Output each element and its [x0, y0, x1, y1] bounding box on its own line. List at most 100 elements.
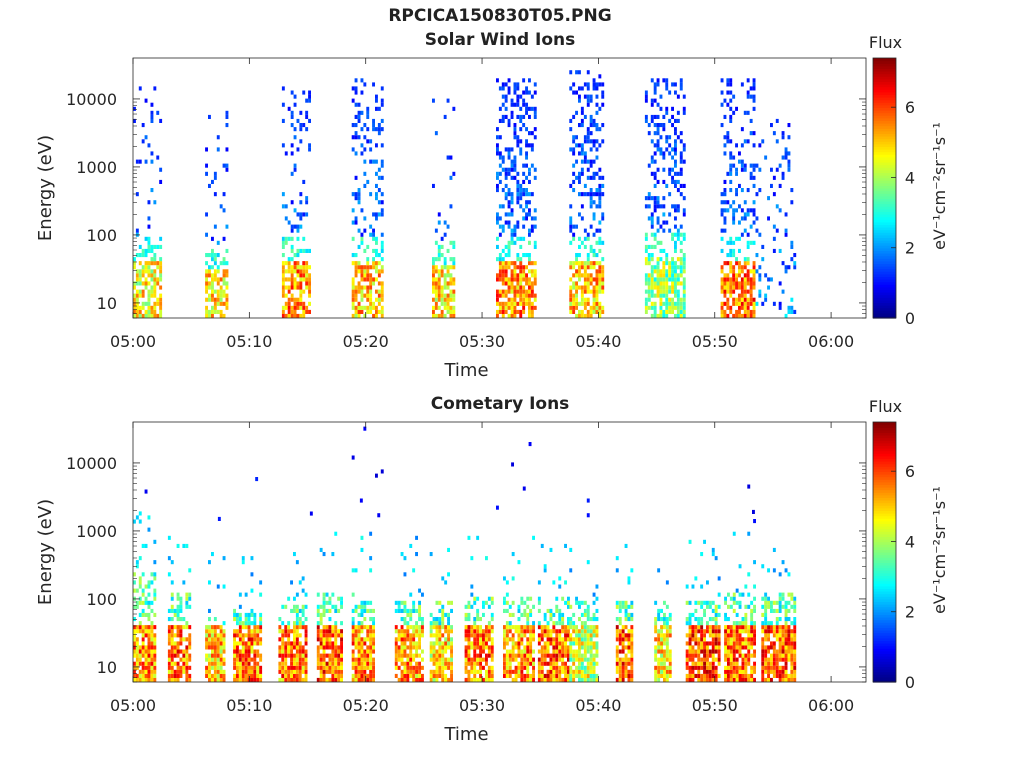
heatmap-cell: [360, 621, 364, 626]
heatmap-cell: [598, 196, 602, 201]
heatmap-cell: [523, 665, 527, 670]
heatmap-cell: [498, 261, 502, 266]
heatmap-cell: [153, 592, 157, 597]
heatmap-cell: [558, 657, 562, 662]
heatmap-cell: [219, 629, 223, 634]
heatmap-cell: [575, 159, 578, 164]
heatmap-cell: [449, 309, 453, 314]
heatmap-cell: [222, 257, 226, 262]
colorbar-segment: [873, 292, 896, 296]
heatmap-cell: [740, 297, 744, 302]
heatmap-cell: [572, 612, 576, 617]
heatmap-cell: [238, 625, 242, 630]
heatmap-cell: [144, 665, 148, 670]
heatmap-cell: [496, 175, 499, 180]
heatmap-cell: [372, 657, 375, 662]
colorbar-tick-label: 2: [905, 239, 915, 258]
heatmap-cell: [575, 657, 578, 662]
heatmap-cell: [569, 673, 573, 678]
heatmap-cell: [375, 297, 378, 302]
heatmap-cell: [319, 621, 323, 626]
heatmap-cell: [772, 301, 776, 306]
heatmap-cell: [432, 669, 436, 674]
heatmap-cell: [510, 236, 514, 241]
heatmap-cell: [363, 653, 367, 658]
heatmap-cell: [397, 604, 401, 609]
heatmap-cell: [761, 669, 765, 674]
heatmap-cell: [749, 277, 753, 282]
heatmap-cell: [729, 106, 733, 111]
heatmap-cell: [437, 285, 441, 290]
heatmap-cell: [741, 653, 745, 658]
heatmap-cell: [543, 649, 547, 654]
heatmap-cell: [150, 669, 154, 674]
heatmap-cell: [211, 248, 214, 253]
heatmap-cell: [671, 277, 674, 282]
heatmap-cell: [530, 273, 534, 278]
heatmap-cell: [586, 175, 590, 180]
heatmap-cell: [761, 673, 765, 678]
heatmap-cell: [598, 240, 602, 245]
heatmap-cell: [467, 677, 471, 682]
heatmap-cell: [750, 673, 754, 678]
heatmap-cell: [682, 281, 686, 286]
heatmap-cell: [511, 625, 515, 630]
heatmap-cell: [295, 641, 299, 646]
heatmap-cell: [144, 135, 148, 140]
heatmap-cell: [513, 155, 517, 160]
heatmap-cell: [650, 277, 654, 282]
heatmap-cell: [615, 604, 619, 609]
heatmap-cell: [583, 269, 587, 274]
heatmap-cell: [498, 309, 502, 314]
heatmap-cell: [437, 273, 441, 278]
heatmap-cell: [647, 216, 651, 221]
heatmap-cell: [663, 669, 666, 674]
heatmap-cell: [501, 118, 505, 123]
heatmap-cell: [746, 139, 750, 144]
heatmap-cell: [510, 212, 514, 217]
heatmap-cell: [135, 515, 139, 520]
heatmap-cell: [561, 629, 565, 634]
heatmap-cell: [528, 301, 531, 306]
heatmap-cell: [357, 305, 361, 310]
heatmap-cell: [516, 179, 520, 184]
heatmap-cell: [302, 236, 306, 241]
heatmap-cell: [375, 269, 378, 274]
heatmap-cell: [543, 568, 547, 573]
heatmap-cell: [676, 289, 680, 294]
heatmap-cell: [528, 305, 531, 310]
heatmap-cell: [147, 200, 151, 205]
heatmap-cell: [208, 657, 211, 662]
heatmap-cell: [369, 224, 373, 229]
x-axis: 05:00 05:10 05:20 05:30 05:40 05:50 06:00: [110, 58, 854, 351]
heatmap-cell: [141, 273, 145, 278]
heatmap-cell: [738, 665, 742, 670]
heatmap-cell: [575, 637, 578, 642]
colorbar-segment: [873, 73, 896, 77]
heatmap-cell: [435, 625, 439, 630]
heatmap-cell: [744, 673, 748, 678]
heatmap-cell: [517, 625, 521, 630]
heatmap-cell: [567, 657, 570, 662]
heatmap-cell: [729, 90, 733, 95]
heatmap-cell: [259, 657, 263, 662]
heatmap-cell: [421, 649, 424, 654]
heatmap-cell: [322, 641, 326, 646]
heatmap-cell: [179, 637, 183, 642]
heatmap-cell: [663, 649, 666, 654]
heatmap-cell: [150, 633, 154, 638]
heatmap-cell: [176, 629, 180, 634]
heatmap-cell: [580, 669, 584, 674]
heatmap-cell: [295, 661, 299, 666]
heatmap-cell: [537, 600, 541, 605]
heatmap-cell: [170, 677, 174, 682]
heatmap-cell: [418, 600, 421, 605]
heatmap-cell: [253, 617, 257, 622]
heatmap-cell: [467, 604, 471, 609]
heatmap-cell: [351, 629, 355, 634]
heatmap-cell: [308, 98, 311, 103]
heatmap-cell: [298, 669, 302, 674]
heatmap-cell: [432, 98, 435, 103]
heatmap-cell: [647, 257, 651, 262]
heatmap-cell: [222, 208, 226, 213]
